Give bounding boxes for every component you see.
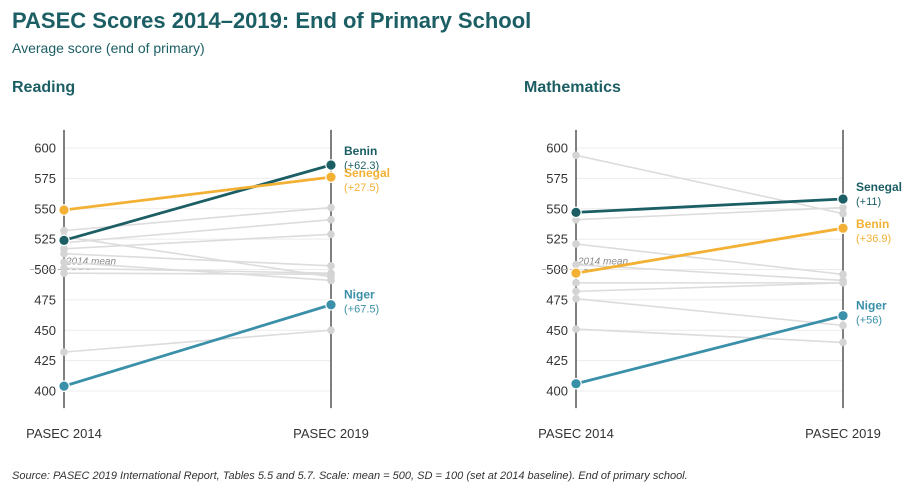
reading-bg-point-2019-4	[327, 262, 335, 270]
source-note: Source: PASEC 2019 International Report,…	[12, 470, 688, 482]
reading-panel-title: Reading	[12, 79, 76, 96]
math-senegal-line	[575, 197, 844, 214]
math-bg-point-2014-6	[572, 294, 580, 303]
reading-bg-line-6	[63, 267, 332, 274]
math-niger-point-2014	[570, 377, 582, 390]
math-senegal-point-2014	[570, 206, 582, 219]
math-niger-change: (+56)	[856, 315, 882, 327]
reading-senegal-label: Senegal	[344, 166, 390, 180]
math-bg-line-1	[575, 206, 844, 221]
math-niger-point-2019	[837, 309, 849, 322]
reading-y-tick-550: 550	[34, 201, 56, 216]
reading-benin-point-2014	[58, 234, 70, 247]
reading-y-tick-475: 475	[34, 292, 56, 307]
math-bg-point-2019-2	[839, 270, 847, 279]
reading-bg-line-3	[63, 233, 332, 250]
chart-title: PASEC Scores 2014–2019: End of Primary S…	[12, 8, 532, 33]
reading-bg-point-2019-5	[327, 276, 335, 285]
reading-y-tick-525: 525	[34, 232, 56, 247]
math-x-label-2014: PASEC 2014	[538, 426, 614, 441]
reading-y-tick-600: 600	[34, 141, 56, 156]
math-bg-point-2014-3	[572, 260, 580, 269]
math-x-label-2019: PASEC 2019	[805, 426, 881, 441]
math-niger-label: Niger	[856, 299, 887, 313]
math-bg-point-2014-0	[572, 151, 580, 160]
reading-niger-label: Niger	[344, 288, 375, 302]
reading-senegal-change: (+27.5)	[344, 182, 379, 194]
reading-bg-point-2019-3	[327, 230, 335, 239]
reading-bg-point-2014-4	[60, 249, 68, 258]
reading-bg-point-2019-7	[327, 270, 335, 279]
reading-benin-line	[63, 163, 332, 242]
reading-bg-point-2014-8	[60, 348, 68, 356]
math-bg-line-7	[575, 328, 844, 344]
reading-bg-line-2	[63, 218, 332, 244]
reading-bg-point-2019-8	[327, 326, 335, 335]
reading-y-tick-575: 575	[34, 171, 56, 186]
chart-subtitle: Average score (end of primary)	[12, 40, 205, 56]
math-senegal-change: (+11)	[856, 196, 881, 208]
reading-y-tick-425: 425	[34, 353, 56, 368]
reading-senegal-point-2014	[58, 204, 70, 216]
math-bg-point-2014-7	[572, 325, 580, 333]
math-benin-line	[575, 226, 844, 275]
math-bg-line-6	[575, 297, 844, 327]
reading-bg-line-7	[63, 272, 332, 276]
reading-niger-change: (+67.5)	[344, 304, 379, 316]
math-bg-point-2014-4	[572, 279, 580, 287]
reading-x-label-2014: PASEC 2014	[26, 426, 102, 441]
reading-bg-point-2014-5	[60, 258, 68, 267]
reading-senegal-point-2019	[325, 171, 337, 183]
reading-bg-point-2014-0	[60, 226, 68, 235]
reading-benin-label: Benin	[344, 144, 377, 158]
reading-bg-line-1	[63, 235, 332, 278]
reading-benin-point-2019	[325, 159, 337, 171]
math-bg-point-2019-6	[839, 321, 847, 330]
math-benin-change: (+36.9)	[856, 233, 891, 245]
reading-bg-line-4	[63, 252, 332, 267]
reading-y-tick-400: 400	[34, 384, 56, 399]
math-mean-label: 2014 mean	[577, 257, 628, 268]
math-bg-point-2019-0	[839, 209, 847, 218]
reading-niger-point-2019	[325, 298, 337, 311]
math-y-tick-475: 475	[546, 292, 568, 307]
math-bg-point-2014-5	[572, 287, 580, 296]
reading-benin-change: (+62.3)	[344, 160, 379, 172]
math-bg-line-0	[575, 154, 844, 215]
math-y-tick-600: 600	[546, 141, 568, 156]
math-benin-point-2014	[570, 267, 582, 279]
reading-niger-point-2014	[58, 380, 70, 392]
math-niger-line	[575, 314, 844, 386]
math-bg-line-5	[575, 282, 844, 293]
math-benin-label: Benin	[856, 217, 889, 231]
math-y-tick-400: 400	[546, 384, 568, 399]
reading-bg-point-2019-0	[327, 203, 335, 212]
math-bg-point-2019-5	[839, 279, 847, 287]
math-senegal-point-2019	[837, 193, 849, 205]
math-bg-point-2014-2	[572, 240, 580, 248]
reading-niger-line	[63, 303, 332, 388]
reading-y-tick-450: 450	[34, 323, 56, 338]
math-bg-point-2019-7	[839, 338, 847, 347]
math-benin-point-2019	[837, 222, 849, 234]
math-y-tick-450: 450	[546, 323, 568, 338]
math-bg-line-3	[575, 263, 844, 282]
reading-mean-label: 2014 mean	[65, 257, 116, 268]
mathematics-panel-title: Mathematics	[524, 79, 621, 96]
math-y-tick-425: 425	[546, 353, 568, 368]
reading-x-label-2019: PASEC 2019	[293, 426, 369, 441]
math-y-tick-575: 575	[546, 171, 568, 186]
reading-bg-line-8	[63, 329, 332, 353]
reading-bg-point-2014-7	[60, 269, 68, 277]
reading-senegal-line	[63, 175, 332, 212]
math-senegal-label: Senegal	[856, 180, 902, 194]
math-bg-point-2019-1	[839, 203, 847, 212]
math-y-tick-525: 525	[546, 232, 568, 247]
math-bg-line-2	[575, 243, 844, 276]
math-y-tick-550: 550	[546, 201, 568, 216]
reading-bg-point-2019-2	[327, 215, 335, 224]
